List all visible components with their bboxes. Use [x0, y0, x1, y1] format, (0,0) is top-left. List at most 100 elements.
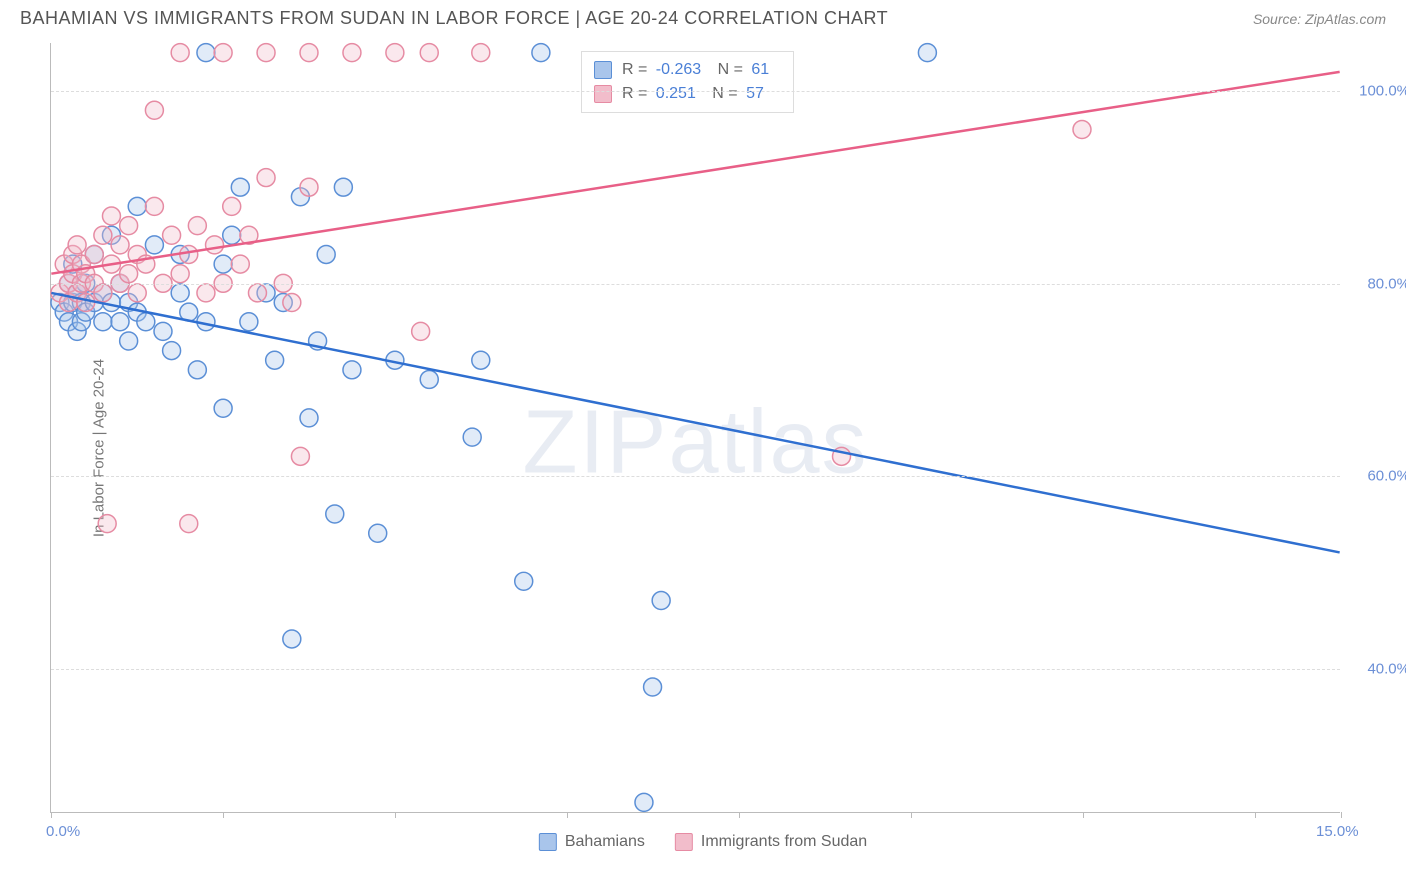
- data-point: [154, 322, 172, 340]
- data-point: [240, 313, 258, 331]
- data-point: [98, 515, 116, 533]
- x-tick: [395, 812, 396, 818]
- legend-swatch: [675, 833, 693, 851]
- data-point: [68, 236, 86, 254]
- data-point: [171, 265, 189, 283]
- data-point: [214, 44, 232, 62]
- x-tick: [1083, 812, 1084, 818]
- data-point: [317, 245, 335, 263]
- data-point: [111, 236, 129, 254]
- x-tick-label: 15.0%: [1316, 823, 1359, 840]
- data-point: [1073, 121, 1091, 139]
- y-tick-label: 80.0%: [1367, 275, 1406, 292]
- plot-svg: [51, 43, 1340, 812]
- data-point: [248, 284, 266, 302]
- data-point: [918, 44, 936, 62]
- data-point: [386, 44, 404, 62]
- data-point: [128, 197, 146, 215]
- data-point: [334, 178, 352, 196]
- x-tick: [223, 812, 224, 818]
- data-point: [145, 101, 163, 119]
- data-point: [102, 207, 120, 225]
- data-point: [472, 351, 490, 369]
- data-point: [163, 342, 181, 360]
- data-point: [300, 44, 318, 62]
- legend-item: Bahamians: [539, 833, 645, 851]
- data-point: [412, 322, 430, 340]
- header: BAHAMIAN VS IMMIGRANTS FROM SUDAN IN LAB…: [0, 0, 1406, 33]
- legend-stats: R = -0.263 N = 61: [622, 58, 781, 82]
- data-point: [223, 226, 241, 244]
- legend-label: Immigrants from Sudan: [701, 833, 867, 851]
- data-point: [214, 255, 232, 273]
- data-point: [180, 515, 198, 533]
- y-tick-label: 60.0%: [1367, 468, 1406, 485]
- data-point: [94, 284, 112, 302]
- legend-row: R = -0.263 N = 61: [594, 58, 781, 82]
- data-point: [369, 524, 387, 542]
- data-point: [532, 44, 550, 62]
- trendline: [51, 293, 1339, 553]
- data-point: [188, 361, 206, 379]
- data-point: [652, 592, 670, 610]
- data-point: [163, 226, 181, 244]
- data-point: [283, 630, 301, 648]
- gridline: [51, 91, 1340, 92]
- data-point: [644, 678, 662, 696]
- data-point: [206, 236, 224, 254]
- y-tick-label: 100.0%: [1359, 83, 1406, 100]
- source-attribution: Source: ZipAtlas.com: [1253, 11, 1386, 27]
- legend-stats: R = 0.251 N = 57: [622, 82, 776, 106]
- y-tick-label: 40.0%: [1367, 660, 1406, 677]
- data-point: [137, 313, 155, 331]
- plot-area: ZIPatlas R = -0.263 N = 61R = 0.251 N = …: [50, 43, 1340, 813]
- data-point: [231, 255, 249, 273]
- x-tick: [51, 812, 52, 818]
- legend-swatch: [594, 61, 612, 79]
- data-point: [231, 178, 249, 196]
- data-point: [291, 447, 309, 465]
- data-point: [120, 217, 138, 235]
- data-point: [257, 44, 275, 62]
- data-point: [257, 169, 275, 187]
- data-point: [197, 44, 215, 62]
- data-point: [145, 236, 163, 254]
- data-point: [472, 44, 490, 62]
- data-point: [120, 265, 138, 283]
- data-point: [94, 226, 112, 244]
- data-point: [111, 313, 129, 331]
- legend-label: Bahamians: [565, 833, 645, 851]
- data-point: [171, 44, 189, 62]
- data-point: [300, 409, 318, 427]
- data-point: [94, 313, 112, 331]
- data-point: [171, 284, 189, 302]
- legend-swatch: [594, 85, 612, 103]
- correlation-legend: R = -0.263 N = 61R = 0.251 N = 57: [581, 51, 794, 113]
- data-point: [145, 197, 163, 215]
- x-tick-label: 0.0%: [46, 823, 80, 840]
- data-point: [214, 399, 232, 417]
- data-point: [420, 44, 438, 62]
- series-legend: Bahamians Immigrants from Sudan: [539, 833, 867, 851]
- x-tick: [1255, 812, 1256, 818]
- data-point: [343, 44, 361, 62]
- data-point: [77, 294, 95, 312]
- data-point: [283, 294, 301, 312]
- data-point: [266, 351, 284, 369]
- data-point: [128, 284, 146, 302]
- data-point: [223, 197, 241, 215]
- gridline: [51, 476, 1340, 477]
- data-point: [635, 793, 653, 811]
- data-point: [180, 245, 198, 263]
- page-title: BAHAMIAN VS IMMIGRANTS FROM SUDAN IN LAB…: [20, 8, 888, 29]
- data-point: [120, 332, 138, 350]
- x-tick: [911, 812, 912, 818]
- x-tick: [1341, 812, 1342, 818]
- gridline: [51, 669, 1340, 670]
- data-point: [85, 245, 103, 263]
- x-tick: [739, 812, 740, 818]
- data-point: [326, 505, 344, 523]
- data-point: [300, 178, 318, 196]
- data-point: [515, 572, 533, 590]
- legend-row: R = 0.251 N = 57: [594, 82, 781, 106]
